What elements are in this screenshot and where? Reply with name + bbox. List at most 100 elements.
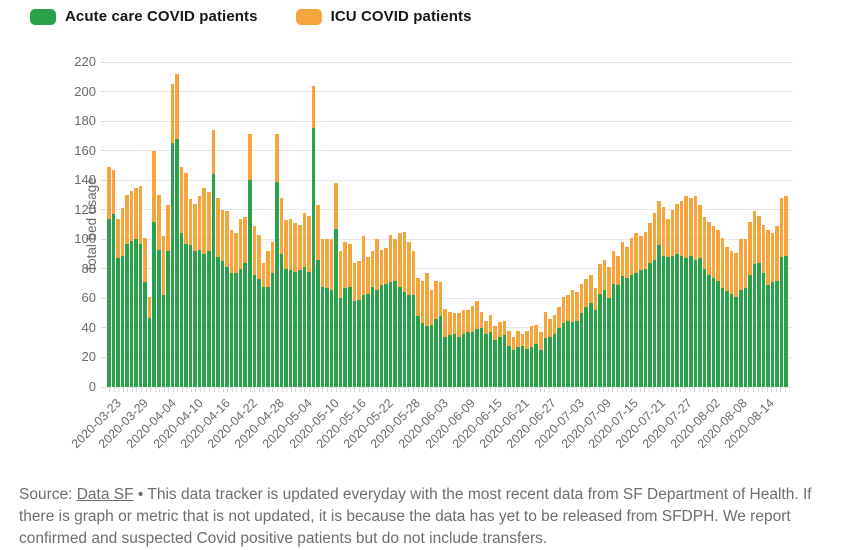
- bar-segment-icu[interactable]: [507, 330, 511, 346]
- bar-segment-acute[interactable]: [347, 286, 352, 387]
- bar-segment-icu[interactable]: [607, 267, 611, 299]
- bar-segment-acute[interactable]: [611, 283, 616, 387]
- bar-134[interactable]: [716, 62, 720, 387]
- bar-segment-acute[interactable]: [302, 267, 307, 387]
- bar-segment-acute[interactable]: [607, 298, 611, 387]
- bar-segment-acute[interactable]: [188, 245, 193, 387]
- bar-segment-acute[interactable]: [161, 295, 166, 387]
- bar-segment-acute[interactable]: [693, 259, 698, 387]
- bar-segment-icu[interactable]: [216, 197, 220, 257]
- bar-1[interactable]: [111, 62, 116, 387]
- bar-82[interactable]: [479, 62, 484, 387]
- bar-72[interactable]: [434, 62, 438, 387]
- bar-segment-acute[interactable]: [552, 333, 557, 387]
- bar-segment-icu[interactable]: [325, 239, 329, 289]
- bar-segment-acute[interactable]: [725, 290, 729, 387]
- bar-segment-acute[interactable]: [279, 254, 284, 387]
- bar-segment-icu[interactable]: [602, 259, 607, 290]
- bar-segment-icu[interactable]: [584, 279, 588, 308]
- bar-segment-acute[interactable]: [357, 299, 361, 387]
- bar-segment-icu[interactable]: [661, 206, 666, 256]
- bar-segment-icu[interactable]: [202, 187, 207, 255]
- bar-30[interactable]: [243, 62, 247, 387]
- bar-105[interactable]: [584, 62, 588, 387]
- bar-segment-icu[interactable]: [352, 262, 357, 302]
- bar-segment-acute[interactable]: [407, 295, 411, 387]
- bar-segment-acute[interactable]: [247, 180, 252, 387]
- bar-50[interactable]: [334, 62, 338, 387]
- bar-segment-acute[interactable]: [593, 310, 598, 387]
- bar-segment-icu[interactable]: [343, 242, 347, 289]
- bar-segment-icu[interactable]: [543, 311, 548, 339]
- bar-110[interactable]: [607, 62, 611, 387]
- bar-segment-acute[interactable]: [111, 214, 116, 387]
- bar-segment-icu[interactable]: [188, 199, 193, 246]
- bar-segment-acute[interactable]: [438, 316, 443, 387]
- bar-26[interactable]: [225, 62, 229, 387]
- bar-segment-acute[interactable]: [784, 255, 789, 387]
- bar-segment-icu[interactable]: [338, 251, 343, 299]
- bar-segment-acute[interactable]: [275, 181, 279, 387]
- bar-22[interactable]: [207, 62, 211, 387]
- bar-segment-acute[interactable]: [197, 249, 202, 387]
- bar-segment-acute[interactable]: [538, 350, 543, 387]
- bar-75[interactable]: [448, 62, 452, 387]
- data-sf-link[interactable]: Data SF: [76, 485, 134, 503]
- bar-segment-icu[interactable]: [475, 301, 479, 330]
- bar-segment-icu[interactable]: [752, 211, 757, 265]
- bar-129[interactable]: [693, 62, 698, 387]
- bar-segment-acute[interactable]: [488, 332, 493, 387]
- bar-40[interactable]: [288, 62, 293, 387]
- bar-segment-icu[interactable]: [566, 295, 570, 321]
- bar-segment-acute[interactable]: [679, 255, 684, 387]
- bar-segment-acute[interactable]: [534, 344, 538, 387]
- bar-segment-icu[interactable]: [443, 308, 448, 337]
- bar-66[interactable]: [407, 62, 411, 387]
- bar-segment-icu[interactable]: [579, 283, 584, 314]
- bar-94[interactable]: [534, 62, 538, 387]
- bar-segment-icu[interactable]: [757, 215, 761, 263]
- bar-segment-icu[interactable]: [193, 203, 197, 252]
- bar-segment-acute[interactable]: [729, 293, 734, 387]
- bar-8[interactable]: [143, 62, 147, 387]
- bar-segment-icu[interactable]: [120, 208, 125, 256]
- bar-64[interactable]: [398, 62, 402, 387]
- bar-48[interactable]: [325, 62, 329, 387]
- bar-segment-acute[interactable]: [175, 138, 179, 387]
- bar-123[interactable]: [666, 62, 670, 387]
- bar-segment-icu[interactable]: [425, 273, 429, 327]
- bar-segment-acute[interactable]: [252, 274, 257, 387]
- bar-segment-acute[interactable]: [561, 323, 566, 387]
- bar-segment-acute[interactable]: [166, 251, 170, 387]
- bar-segment-acute[interactable]: [734, 296, 739, 387]
- bar-69[interactable]: [420, 62, 425, 387]
- bar-segment-icu[interactable]: [488, 314, 493, 333]
- bar-79[interactable]: [466, 62, 470, 387]
- bar-4[interactable]: [125, 62, 129, 387]
- bar-segment-icu[interactable]: [534, 324, 538, 345]
- bar-segment-icu[interactable]: [334, 183, 338, 229]
- bar-segment-acute[interactable]: [320, 286, 325, 387]
- bar-89[interactable]: [511, 62, 516, 387]
- bar-segment-icu[interactable]: [416, 277, 420, 317]
- bar-107[interactable]: [593, 62, 598, 387]
- bar-segment-icu[interactable]: [197, 196, 202, 250]
- bar-68[interactable]: [416, 62, 420, 387]
- bar-51[interactable]: [338, 62, 343, 387]
- bar-segment-acute[interactable]: [766, 285, 770, 387]
- bar-6[interactable]: [134, 62, 138, 387]
- bar-segment-acute[interactable]: [457, 336, 461, 387]
- bar-segment-acute[interactable]: [520, 345, 525, 387]
- bar-25[interactable]: [220, 62, 225, 387]
- bar-segment-icu[interactable]: [634, 233, 638, 274]
- bar-segment-acute[interactable]: [452, 333, 457, 387]
- bar-44[interactable]: [307, 62, 311, 387]
- bar-37[interactable]: [275, 62, 279, 387]
- bar-segment-icu[interactable]: [525, 330, 529, 349]
- bar-segment-icu[interactable]: [138, 186, 143, 244]
- bar-segment-icu[interactable]: [393, 239, 397, 281]
- bar-113[interactable]: [620, 62, 625, 387]
- bar-segment-acute[interactable]: [666, 257, 670, 387]
- bar-segment-icu[interactable]: [134, 187, 138, 240]
- bar-segment-acute[interactable]: [388, 282, 393, 387]
